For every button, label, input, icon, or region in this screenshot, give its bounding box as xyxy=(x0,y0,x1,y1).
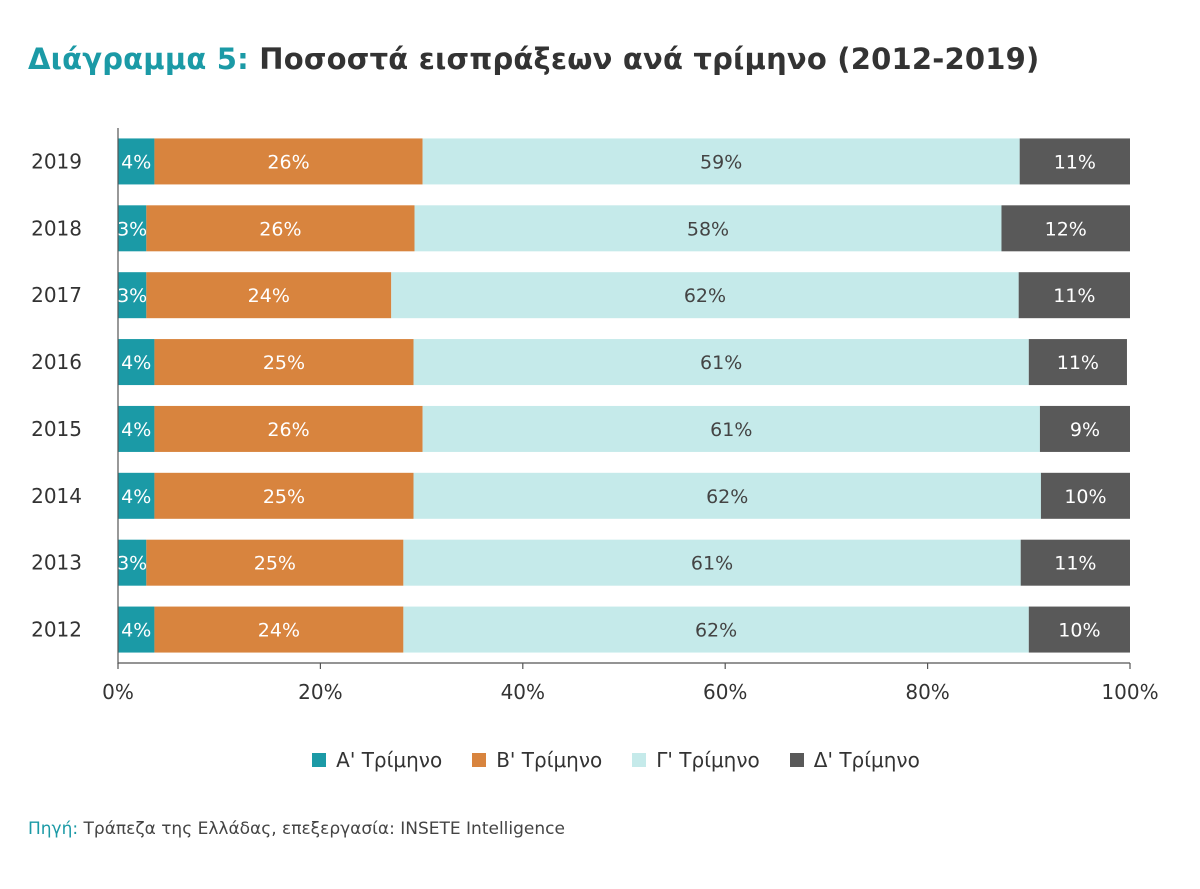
bar-2019-q1 xyxy=(118,138,155,185)
bar-2016-q1 xyxy=(118,339,155,386)
data-label-2017-q1: 3% xyxy=(117,285,147,307)
bar-2012-q2 xyxy=(154,606,404,653)
data-label-2016-q1: 4% xyxy=(121,352,151,374)
bar-2017-q2 xyxy=(146,272,392,319)
chart-title-lead: Διάγραμμα 5: xyxy=(28,42,249,76)
legend-label-q4: Δ' Τρίμηνο xyxy=(813,748,920,772)
x-tick-label-4: 80% xyxy=(905,680,949,704)
data-label-2012-q2: 24% xyxy=(258,620,300,642)
data-label-2012-q3: 62% xyxy=(695,620,737,642)
bar-2019-q2 xyxy=(154,138,423,185)
bar-2014-q1 xyxy=(118,472,155,519)
legend-item-q2: Β' Τρίμηνο xyxy=(472,748,602,772)
legend-item-q3: Γ' Τρίμηνο xyxy=(632,748,760,772)
bar-2013-q1 xyxy=(118,539,147,586)
data-label-2016-q3: 61% xyxy=(700,352,742,374)
legend-label-q2: Β' Τρίμηνο xyxy=(496,748,603,772)
legend-swatch-q4 xyxy=(789,753,804,767)
bar-2014-q2 xyxy=(154,472,414,519)
data-label-2018-q1: 3% xyxy=(117,218,147,240)
bar-2012-q3 xyxy=(403,606,1029,653)
bar-2017-q4 xyxy=(1018,272,1130,319)
bar-2014-q4 xyxy=(1040,472,1130,519)
bar-2018-q4 xyxy=(1001,205,1130,252)
data-label-2013-q4: 11% xyxy=(1054,553,1096,575)
data-label-2013-q3: 61% xyxy=(691,553,733,575)
legend-label-q3: Γ' Τρίμηνο xyxy=(656,748,760,772)
chart-title-text: Ποσοστά εισπράξεων ανά τρίμηνο (2012-201… xyxy=(259,42,1040,76)
bar-2014-q3 xyxy=(413,472,1041,519)
x-tick-label-1: 20% xyxy=(298,680,342,704)
data-label-2018-q3: 58% xyxy=(687,218,729,240)
bar-2012-q1 xyxy=(118,606,155,653)
bar-2016-q4 xyxy=(1028,339,1127,386)
legend-swatch-q1 xyxy=(312,753,327,767)
source-text: Τράπεζα της Ελλάδας, επεξεργασία: INSETE… xyxy=(83,819,565,839)
data-label-2017-q4: 11% xyxy=(1053,285,1095,307)
bar-2012-q4 xyxy=(1028,606,1130,653)
bar-2016-q3 xyxy=(413,339,1029,386)
bar-2018-q3 xyxy=(414,205,1002,252)
data-label-2015-q2: 26% xyxy=(267,419,309,441)
data-label-2015-q1: 4% xyxy=(121,419,151,441)
bar-2016-q2 xyxy=(154,339,414,386)
legend-swatch-q3 xyxy=(632,753,647,767)
data-label-2015-q4: 9% xyxy=(1070,419,1100,441)
bar-2019-q4 xyxy=(1019,138,1130,185)
data-label-2016-q2: 25% xyxy=(263,352,305,374)
legend-swatch-q2 xyxy=(472,753,487,767)
data-label-2013-q1: 3% xyxy=(117,553,147,575)
y-tick-label-2014: 2014 xyxy=(31,484,82,508)
bar-2019-q3 xyxy=(422,138,1020,185)
data-label-2013-q2: 25% xyxy=(254,553,296,575)
data-label-2019-q3: 59% xyxy=(700,151,742,173)
bar-2018-q1 xyxy=(118,205,147,252)
data-label-2019-q1: 4% xyxy=(121,151,151,173)
data-label-2019-q2: 26% xyxy=(267,151,309,173)
x-tick-label-3: 60% xyxy=(703,680,747,704)
bar-2015-q4 xyxy=(1039,405,1130,452)
data-label-2014-q4: 10% xyxy=(1064,486,1106,508)
data-label-2019-q4: 11% xyxy=(1054,151,1096,173)
source-note: Πηγή: Τράπεζα της Ελλάδας, επεξεργασία: … xyxy=(28,819,565,839)
data-label-2018-q2: 26% xyxy=(259,218,301,240)
y-tick-label-2016: 2016 xyxy=(31,350,82,374)
x-tick-label-5: 100% xyxy=(1101,680,1158,704)
data-label-2012-q4: 10% xyxy=(1058,620,1100,642)
bar-2013-q2 xyxy=(146,539,404,586)
data-label-2012-q1: 4% xyxy=(121,620,151,642)
data-label-2014-q1: 4% xyxy=(121,486,151,508)
legend-item-q4: Δ' Τρίμηνο xyxy=(789,748,920,772)
bar-2013-q4 xyxy=(1020,539,1130,586)
x-tick-label-0: 0% xyxy=(102,680,134,704)
stacked-bar-chart: 2019 4% 26% 59% 11% 2018 3% 26% 58% 12% 2017 3% 24% 6… xyxy=(31,128,1159,704)
bar-2015-q2 xyxy=(154,405,423,452)
y-tick-label-2017: 2017 xyxy=(31,283,82,307)
bar-2017-q3 xyxy=(391,272,1019,319)
y-tick-label-2019: 2019 xyxy=(31,149,82,173)
bar-2017-q1 xyxy=(118,272,147,319)
bar-2018-q2 xyxy=(146,205,415,252)
bar-2013-q3 xyxy=(403,539,1021,586)
y-tick-label-2012: 2012 xyxy=(31,618,82,642)
bar-2015-q3 xyxy=(422,405,1040,452)
chart-legend: Α' Τρίμηνο Β' Τρίμηνο Γ' Τρίμηνο Δ' Τρίμ… xyxy=(0,748,1200,772)
data-label-2014-q2: 25% xyxy=(263,486,305,508)
y-tick-label-2013: 2013 xyxy=(31,551,82,575)
chart-title: Διάγραμμα 5: Ποσοστά εισπράξεων ανά τρίμ… xyxy=(28,42,1039,76)
bar-2015-q1 xyxy=(118,405,155,452)
data-label-2016-q4: 11% xyxy=(1057,352,1099,374)
legend-label-q1: Α' Τρίμηνο xyxy=(336,748,443,772)
legend-item-q1: Α' Τρίμηνο xyxy=(312,748,442,772)
source-label: Πηγή: xyxy=(28,819,79,839)
data-label-2017-q2: 24% xyxy=(248,285,290,307)
data-label-2014-q3: 62% xyxy=(706,486,748,508)
y-tick-label-2018: 2018 xyxy=(31,216,82,240)
y-tick-label-2015: 2015 xyxy=(31,417,82,441)
data-label-2015-q3: 61% xyxy=(710,419,752,441)
x-tick-label-2: 40% xyxy=(501,680,545,704)
data-label-2018-q4: 12% xyxy=(1045,218,1087,240)
data-label-2017-q3: 62% xyxy=(684,285,726,307)
